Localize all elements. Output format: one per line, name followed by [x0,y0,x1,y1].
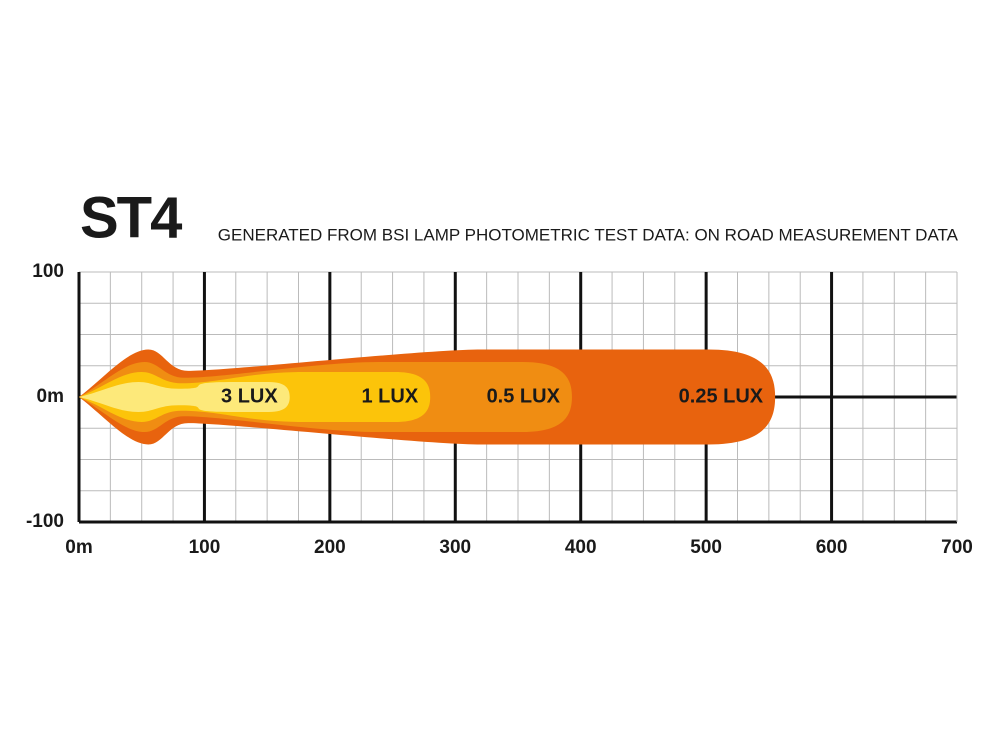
x-tick-label: 200 [314,537,346,558]
x-tick-label: 700 [941,537,973,558]
contour-label: 3 LUX [221,385,278,407]
y-tick-label: -100 [26,511,64,532]
chart-subtitle: GENERATED FROM BSI LAMP PHOTOMETRIC TEST… [218,225,959,244]
x-tick-label: 600 [816,537,848,558]
x-tick-label: 0m [65,537,92,558]
x-tick-label: 500 [690,537,722,558]
x-tick-label: 100 [189,537,221,558]
beam-contour [79,382,290,412]
y-tick-label: 100 [32,261,64,282]
contour-label: 0.25 LUX [679,385,764,407]
contour-label: 1 LUX [362,385,419,407]
contour-label: 0.5 LUX [487,385,561,407]
chart-title: ST4 [80,185,182,250]
x-tick-label: 400 [565,537,597,558]
x-tick-label: 300 [439,537,471,558]
y-tick-label: 0m [37,386,64,407]
